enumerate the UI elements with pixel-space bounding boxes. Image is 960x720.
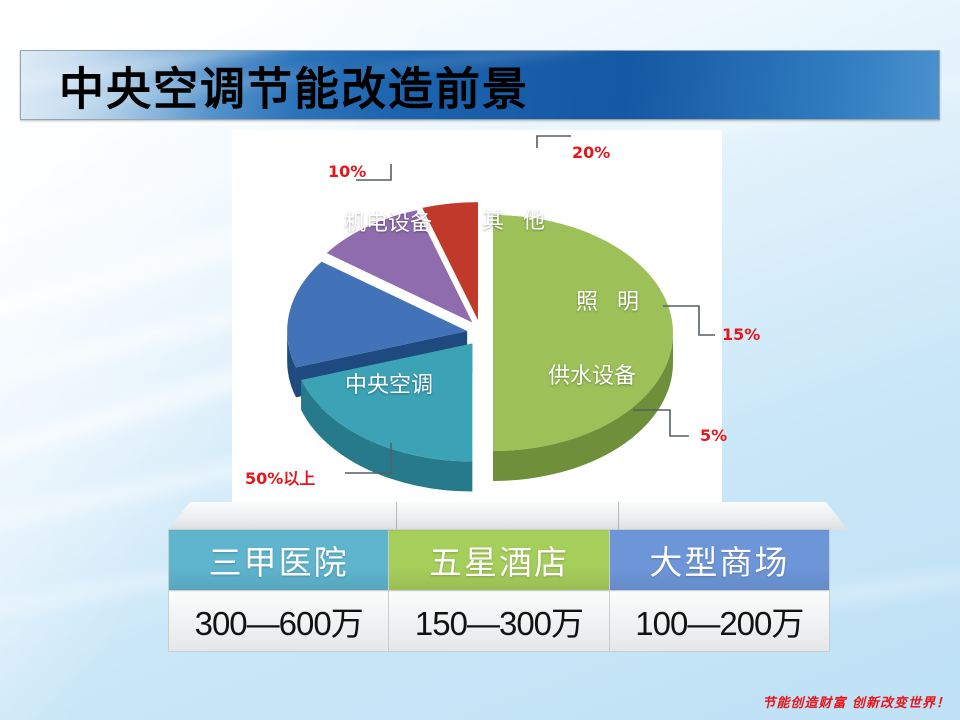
title-banner: 中央空调节能改造前景 — [20, 50, 940, 120]
callout-line-20 — [536, 135, 571, 148]
table-cell-value-1: 150—300万 — [388, 590, 610, 652]
callout-line-50 — [345, 443, 392, 474]
pie-callout-20: 20% — [572, 143, 611, 162]
callout-line-5 — [633, 409, 689, 437]
table-cell-value-0: 300—600万 — [167, 590, 390, 652]
comparison-table: 三甲医院 五星酒店 大型商场 300—600万 150—300万 100—200… — [167, 502, 848, 682]
page-title: 中央空调节能改造前景 — [59, 62, 530, 116]
pie-chart — [287, 135, 715, 492]
table: 三甲医院 五星酒店 大型商场 300—600万 150—300万 100—200… — [167, 529, 831, 652]
pie-slice-label-qita: 其 他 — [482, 209, 551, 234]
pie-callout-15: 15% — [722, 325, 761, 344]
callout-line-10 — [356, 164, 392, 181]
pie-callout-5: 5% — [700, 426, 728, 445]
table-cell-value-2: 100—200万 — [608, 590, 831, 652]
table-3d-top-face — [168, 502, 848, 530]
callout-line-15 — [663, 305, 715, 336]
table-row: 300—600万 150—300万 100—200万 — [167, 590, 831, 652]
pie-slice-label-jidian: 机电设备 — [344, 211, 433, 236]
pie-callout-50: 50%以上 — [245, 469, 316, 488]
pie-slice-中央空调 — [493, 215, 673, 481]
pie-slice-label-zhaoming: 照 明 — [576, 290, 645, 315]
pie-slice-label-gongshui: 供水设备 — [548, 364, 637, 389]
table-header-cell-1: 五星酒店 — [388, 529, 610, 591]
table-header-row: 三甲医院 五星酒店 大型商场 — [167, 529, 831, 591]
pie-slice-label-kongtiao: 中央空调 — [345, 373, 434, 398]
pie-slice-供水设备 — [422, 202, 478, 321]
pie-callout-10: 10% — [328, 162, 367, 181]
pie-slice-机电设备 — [326, 210, 473, 323]
pie-slice-其 他 — [301, 343, 473, 492]
table-header-cell-0: 三甲医院 — [167, 529, 390, 591]
footer-slogan: 节能创造财富 创新改变世界！ — [762, 696, 950, 711]
table-header-cell-2: 大型商场 — [608, 529, 831, 591]
